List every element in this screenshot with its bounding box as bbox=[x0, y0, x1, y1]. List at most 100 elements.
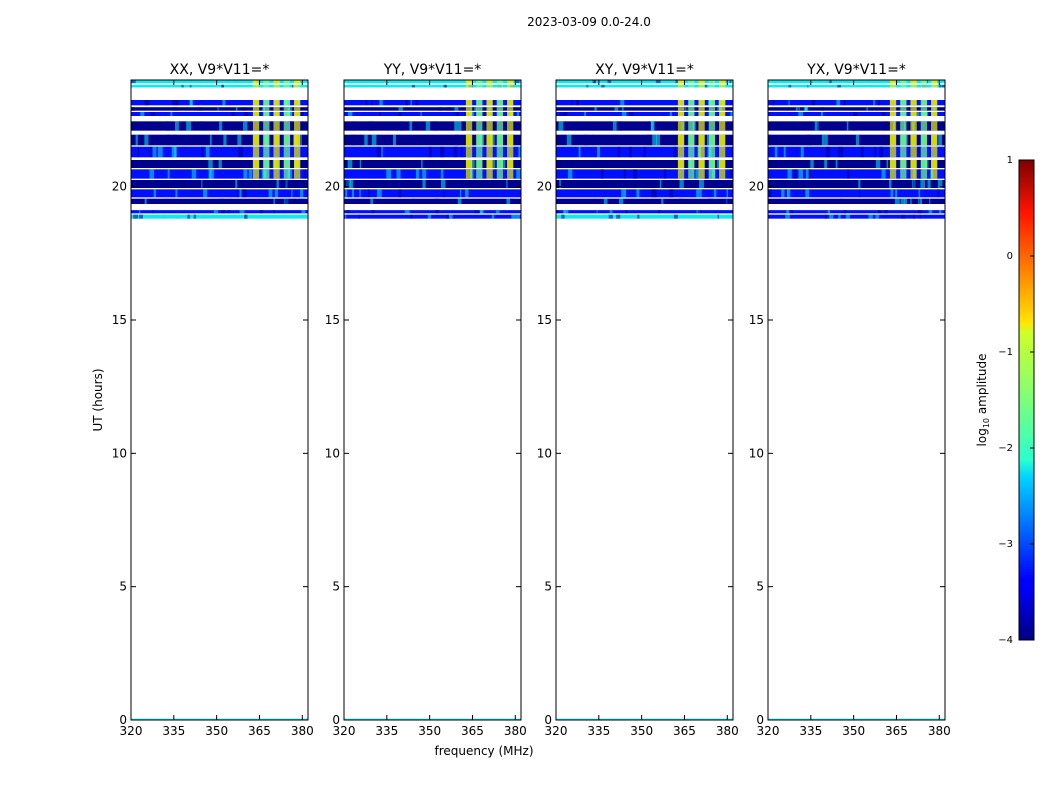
spectro-speckle bbox=[396, 169, 401, 179]
spectro-rfi-segment bbox=[920, 80, 928, 84]
spectro-rfi-segment bbox=[273, 112, 280, 116]
spectro-rfi-segment bbox=[294, 121, 301, 131]
spectro-speckle bbox=[713, 189, 717, 198]
y-tick-label: 20 bbox=[537, 180, 552, 194]
y-tick-label: 10 bbox=[537, 446, 552, 460]
spectro-row bbox=[131, 84, 308, 88]
spectro-row bbox=[556, 214, 733, 219]
panel-spectrogram bbox=[768, 80, 945, 720]
spectro-speckle bbox=[219, 198, 224, 204]
spectro-speckle bbox=[222, 100, 226, 106]
spectro-rfi-segment bbox=[476, 80, 483, 84]
spectro-rfi-segment bbox=[910, 146, 917, 158]
spectro-rfi-segment bbox=[465, 80, 473, 84]
spectro-rfi-segment bbox=[920, 121, 928, 131]
spectro-rfi-segment bbox=[294, 84, 301, 88]
spectro-rfi-segment bbox=[698, 100, 705, 106]
spectro-speckle bbox=[371, 210, 375, 214]
spectro-speckle bbox=[186, 160, 188, 168]
spectro-speckle bbox=[559, 180, 561, 188]
colorbar-tick-label: −4 bbox=[998, 635, 1013, 646]
spectro-speckle bbox=[807, 169, 811, 179]
x-tick-label: 350 bbox=[630, 724, 653, 738]
spectro-speckle bbox=[213, 210, 219, 214]
y-tick-label: 15 bbox=[325, 313, 340, 327]
spectro-speckle bbox=[685, 107, 689, 111]
spectro-speckle bbox=[826, 210, 828, 214]
spectro-speckle bbox=[353, 121, 356, 131]
spectro-speckle bbox=[461, 121, 464, 131]
spectro-speckle bbox=[259, 210, 264, 214]
spectro-speckle bbox=[918, 189, 921, 198]
spectro-speckle bbox=[492, 121, 495, 131]
spectro-speckle bbox=[238, 146, 243, 158]
spectro-speckle bbox=[583, 134, 588, 146]
spectro-rfi-segment bbox=[698, 121, 705, 131]
spectro-speckle bbox=[781, 189, 785, 198]
spectro-speckle bbox=[729, 169, 732, 179]
spectro-speckle bbox=[150, 146, 152, 158]
spectro-speckle bbox=[669, 112, 672, 116]
spectro-row bbox=[556, 107, 733, 111]
spectro-rfi-segment bbox=[910, 100, 917, 106]
spectro-rfi-segment bbox=[476, 146, 483, 158]
spectro-speckle bbox=[730, 112, 733, 116]
spectro-rfi-segment bbox=[920, 134, 928, 146]
spectro-speckle bbox=[167, 169, 170, 179]
spectro-speckle bbox=[450, 84, 454, 88]
spectro-speckle bbox=[824, 160, 828, 168]
spectro-speckle bbox=[824, 214, 827, 219]
spectro-speckle bbox=[273, 210, 275, 214]
spectro-rfi-segment bbox=[273, 160, 280, 168]
colorbar-tick-label: 1 bbox=[1007, 155, 1013, 166]
spectro-speckle bbox=[192, 160, 196, 168]
spectro-speckle bbox=[172, 134, 177, 146]
spectro-speckle bbox=[578, 146, 581, 158]
spectro-rfi-segment bbox=[708, 160, 716, 168]
spectro-speckle bbox=[906, 134, 908, 146]
spectro-speckle bbox=[874, 146, 876, 158]
spectro-speckle bbox=[938, 210, 942, 214]
spectro-speckle bbox=[919, 214, 921, 219]
spectro-speckle bbox=[376, 189, 382, 198]
spectro-speckle bbox=[291, 189, 293, 198]
spectro-speckle bbox=[935, 80, 940, 84]
spectro-speckle bbox=[712, 214, 714, 219]
spectro-rfi-segment bbox=[698, 134, 705, 146]
spectro-speckle bbox=[941, 160, 944, 168]
spectro-speckle bbox=[890, 189, 894, 198]
spectro-speckle bbox=[846, 121, 849, 131]
spectro-speckle bbox=[654, 189, 657, 198]
spectro-speckle bbox=[237, 134, 242, 146]
spectro-row bbox=[344, 121, 521, 131]
spectro-rfi-segment bbox=[688, 169, 695, 179]
spectro-speckle bbox=[787, 107, 790, 111]
spectro-speckle bbox=[140, 112, 145, 116]
spectro-speckle bbox=[725, 112, 727, 116]
spectro-speckle bbox=[289, 180, 292, 188]
spectro-speckle bbox=[839, 198, 843, 204]
spectro-speckle bbox=[170, 112, 173, 116]
spectro-speckle bbox=[409, 121, 413, 131]
spectro-speckle bbox=[138, 210, 141, 214]
spectro-speckle bbox=[699, 180, 704, 188]
spectro-speckle bbox=[655, 160, 657, 168]
spectro-speckle bbox=[410, 100, 412, 106]
spectro-speckle bbox=[464, 80, 468, 84]
spectro-speckle bbox=[510, 198, 514, 204]
spectro-speckle bbox=[485, 180, 491, 188]
colorbar-tick-label: −3 bbox=[998, 539, 1013, 550]
spectro-rfi-segment bbox=[507, 112, 514, 116]
spectro-speckle bbox=[206, 84, 210, 88]
spectro-speckle bbox=[298, 180, 303, 188]
spectro-rfi-segment bbox=[273, 121, 280, 131]
y-tick-label: 5 bbox=[544, 580, 552, 594]
spectro-rfi-segment bbox=[283, 121, 291, 131]
spectro-rfi-segment bbox=[910, 107, 917, 111]
spectro-speckle bbox=[706, 134, 709, 146]
spectro-speckle bbox=[673, 214, 678, 219]
spectro-row bbox=[556, 121, 733, 131]
x-tick-label: 335 bbox=[587, 724, 610, 738]
